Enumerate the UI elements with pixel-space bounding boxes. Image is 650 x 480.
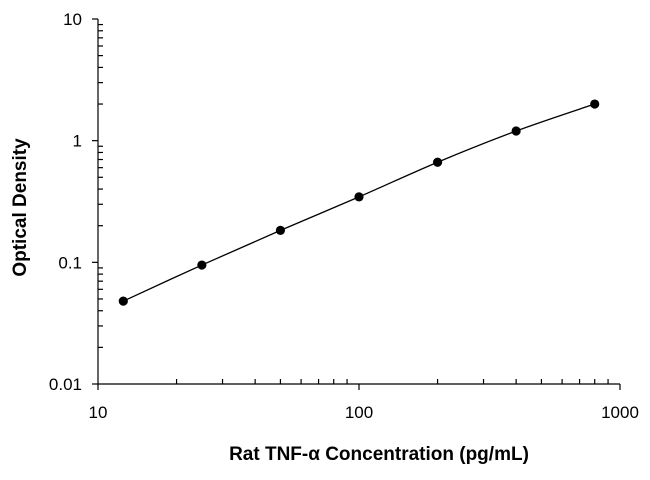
data-point bbox=[590, 99, 600, 109]
x-tick-label: 100 bbox=[345, 403, 373, 422]
y-axis-title: Optical Density bbox=[10, 138, 31, 277]
data-point bbox=[354, 192, 364, 202]
y-tick-label: 0.01 bbox=[49, 375, 82, 394]
data-point bbox=[511, 126, 521, 136]
ticks bbox=[92, 18, 621, 390]
y-tick-label: 10 bbox=[63, 10, 82, 29]
y-tick-label: 0.1 bbox=[58, 253, 82, 272]
data-point bbox=[197, 260, 207, 270]
x-axis-title: Rat TNF-α Concentration (pg/mL) bbox=[229, 444, 529, 465]
x-tick-label: 10 bbox=[89, 403, 108, 422]
axes bbox=[97, 19, 620, 385]
tick-labels: 10 100 1000 0.01 0.1 1 10 bbox=[49, 10, 639, 422]
data-point bbox=[118, 296, 128, 306]
data-point bbox=[275, 225, 286, 236]
x-tick-label: 1000 bbox=[601, 403, 639, 422]
data-points bbox=[118, 99, 600, 306]
data-point bbox=[432, 157, 443, 167]
fit-curve bbox=[123, 103, 595, 302]
y-tick-label: 1 bbox=[73, 132, 82, 151]
